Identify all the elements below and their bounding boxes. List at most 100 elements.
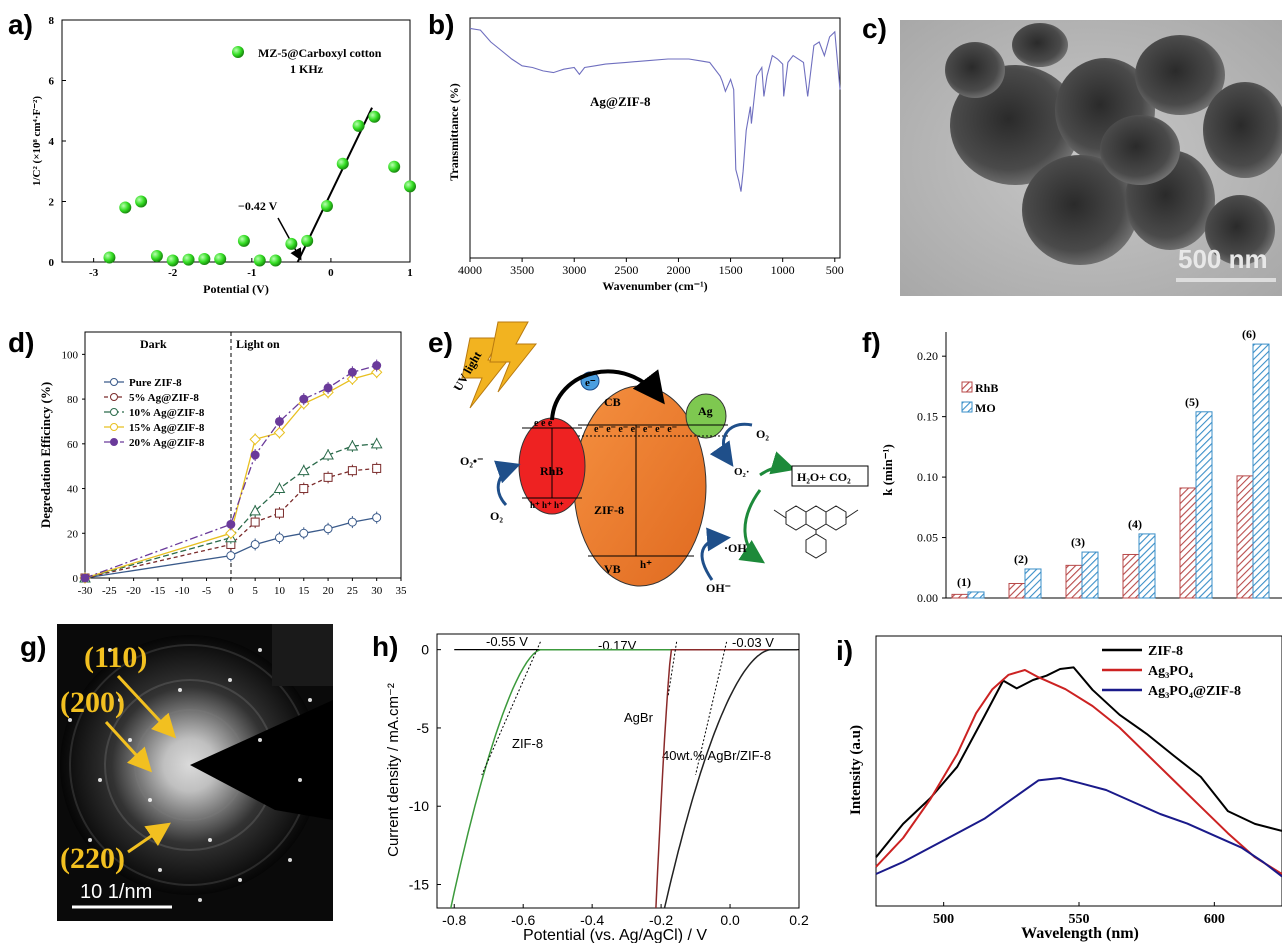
f-ytick-label: 0.10 [917, 470, 938, 484]
d-series-line [84, 371, 377, 579]
panel-label-a: a) [8, 9, 33, 40]
legend-ag3po4zif8-label: Ag₃PO₄@ZIF-8 [1148, 684, 1241, 699]
panel-a-annotation: −0.42 V [238, 199, 278, 213]
panel-d-degradation: Dark Light on Degredation Efficincy (%) … [38, 331, 408, 597]
h-annot-003: -0.03 V [732, 635, 774, 650]
i-series-line [875, 777, 1282, 878]
d-data-point [250, 539, 260, 549]
a-data-point [198, 252, 211, 265]
rhb-molecule-structure [773, 505, 859, 559]
saed-spot [178, 688, 182, 692]
saed-spot [288, 858, 292, 862]
d-data-point [346, 440, 359, 451]
zif8-label: ZIF-8 [594, 503, 624, 517]
f-bar-rhb [1179, 487, 1197, 599]
f-ytick-label: 0.20 [917, 349, 938, 363]
panel-h-plot-frame [436, 633, 800, 909]
a-ytick-label: 0 [49, 257, 55, 269]
h-series-composite [663, 648, 798, 909]
electron-bubble-label: e⁻ [585, 377, 596, 389]
d-xtick-label: 10 [274, 585, 286, 597]
panel-a-ylabel: 1/C² (×10⁸ cm⁴·F⁻²) [31, 96, 43, 186]
green-arrow-top [759, 451, 796, 477]
a-data-point [368, 110, 381, 123]
b-xtick-label: 2500 [614, 263, 638, 277]
d-xtick-label: 35 [396, 585, 408, 597]
a-xtick-label: 1 [407, 267, 413, 279]
panel-d-ylabel: Degredation Efficincy (%) [38, 382, 53, 528]
f-category-label: (3) [1071, 535, 1085, 549]
legend-mo-label: MO [975, 401, 996, 415]
f-bar-rhb [1236, 475, 1254, 599]
saed-spot [88, 838, 92, 842]
d-legend-label: 10% Ag@ZIF-8 [129, 407, 205, 419]
rhb-electrons: e e e [534, 418, 553, 429]
d-data-point [347, 517, 357, 527]
f-bar-rhb [1122, 553, 1140, 599]
panel-b-xlabel: Wavenumber (cm⁻¹) [602, 279, 707, 293]
d-legend-label: 20% Ag@ZIF-8 [129, 437, 205, 449]
h-xtick-label: -0.2 [649, 912, 673, 928]
d-legend-label: 15% Ag@ZIF-8 [129, 422, 205, 434]
a-data-point [182, 253, 195, 266]
a-data-point [103, 251, 116, 264]
h-series-agbr [655, 648, 798, 909]
legend-ag3po4-label: Ag₃PO₄ [1148, 664, 1194, 679]
d-xtick-label: 25 [347, 585, 359, 597]
d-data-point [273, 482, 286, 494]
f-bar-rhb [1065, 564, 1083, 599]
d-data-point [347, 466, 357, 476]
d-data-point [250, 450, 260, 460]
a-ytick-label: 8 [49, 15, 55, 27]
h-series-zif8 [450, 648, 796, 909]
h-xtick-label: 0.0 [720, 912, 740, 928]
panel-g-saed-image: (110) (200) (220) 10 1/nm [57, 624, 333, 921]
i-series-line [875, 669, 1282, 875]
a-data-point [336, 157, 349, 170]
a-data-point [320, 200, 333, 213]
d-xtick-label: 20 [323, 585, 335, 597]
d-data-point [299, 484, 309, 494]
h-tangent-3 [695, 641, 728, 776]
electron-transfer-arrow [550, 369, 665, 421]
panel-f-ylabel: k (min⁻¹) [880, 444, 895, 496]
b-xtick-label: 1000 [771, 263, 795, 277]
saed-inset [272, 624, 333, 686]
d-data-point [323, 472, 333, 482]
panel-i-plot-area: 500 550 600 [875, 666, 1282, 927]
saed-label-110: (110) [84, 641, 147, 674]
panel-label-c: c) [862, 13, 887, 44]
d-ytick-label: 100 [62, 349, 79, 361]
panel-label-b: b) [428, 9, 454, 40]
panel-i-xlabel: Wavelength (nm) [1021, 925, 1139, 942]
saed-spot [158, 868, 162, 872]
panel-b-plot-frame [469, 17, 841, 259]
a-ytick-label: 2 [49, 197, 55, 209]
h-ytick-label: -10 [409, 798, 429, 814]
panel-label-d: d) [8, 327, 34, 358]
h-annot-055: -0.55 V [486, 634, 528, 649]
panel-a-plot-area: -3 -2 -1 0 1 0 2 4 6 8 [49, 15, 416, 279]
f-bar-mo [1024, 568, 1042, 599]
d-xtick-label: 5 [252, 585, 258, 597]
h-label-agbr: AgBr [624, 710, 654, 725]
a-data-point [253, 254, 266, 267]
o2-right: O₂ [756, 427, 769, 441]
saed-spot [148, 798, 152, 802]
panel-h-xlabel: Potential (vs. Ag/AgCl) / V [523, 927, 707, 943]
d-data-point [323, 524, 333, 534]
a-data-point [166, 254, 179, 267]
f-ytick-label: 0.15 [917, 410, 938, 424]
f-ytick-label: 0.05 [917, 531, 938, 545]
i-xtick-label: 500 [933, 912, 954, 927]
saed-arrow-220 [127, 822, 171, 854]
panel-b-label: Ag@ZIF-8 [590, 94, 651, 109]
h-tangent-1 [481, 641, 541, 776]
a-xtick-label: -2 [168, 267, 178, 279]
panel-e-mechanism: UV light RhB e e e h⁺ h⁺ h⁺ CB VB ZIF-8 … [450, 321, 869, 595]
d-legend-marker [110, 423, 118, 431]
h-label-zif8: ZIF-8 [512, 736, 543, 751]
o2-left: O₂ [490, 509, 503, 523]
saed-spot [258, 648, 262, 652]
